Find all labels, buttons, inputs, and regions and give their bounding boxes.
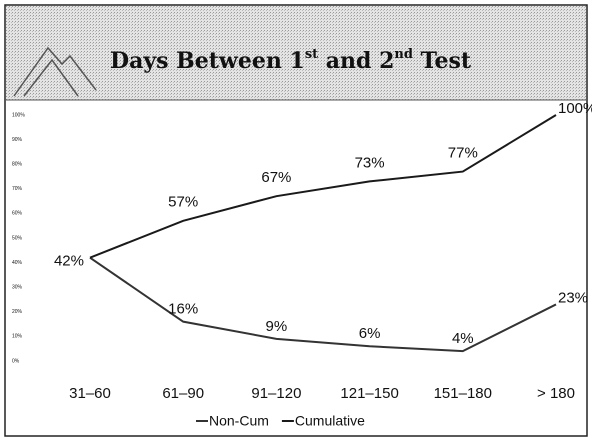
series-line bbox=[89, 256, 557, 353]
mountain-logo bbox=[13, 46, 97, 97]
y-tick-label: 80% bbox=[12, 162, 23, 168]
header-band bbox=[6, 6, 586, 100]
data-label: 57% bbox=[168, 194, 198, 211]
x-tick-label: 61–90 bbox=[162, 385, 204, 402]
y-tick-label: 20% bbox=[12, 309, 23, 315]
y-tick-label: 50% bbox=[12, 235, 23, 241]
legend-label: Cumulative bbox=[295, 413, 365, 429]
data-label: 77% bbox=[448, 145, 478, 162]
y-tick-label: 60% bbox=[12, 211, 23, 217]
data-label: 6% bbox=[359, 325, 381, 342]
x-tick-label: 121–150 bbox=[340, 385, 398, 402]
y-tick-label: 10% bbox=[12, 334, 23, 340]
chart-title: Days Between 1st and 2nd Test bbox=[110, 47, 472, 75]
y-tick-label: 0% bbox=[12, 358, 20, 364]
title-sup: st bbox=[305, 47, 318, 62]
title-part: Days Between 1 bbox=[110, 48, 305, 74]
data-label: 16% bbox=[168, 301, 198, 318]
y-tick-label: 90% bbox=[12, 137, 23, 143]
data-label: 9% bbox=[266, 318, 288, 335]
y-tick-label: 70% bbox=[12, 186, 23, 192]
data-label: 4% bbox=[452, 330, 474, 347]
x-tick-label: 151–180 bbox=[434, 385, 492, 402]
data-label: 100% bbox=[558, 100, 592, 117]
y-tick-label: 40% bbox=[12, 260, 23, 266]
title-sup: nd bbox=[394, 47, 413, 62]
series-line bbox=[89, 114, 557, 259]
legend-label: Non-Cum bbox=[209, 413, 269, 429]
data-label: 23% bbox=[558, 289, 588, 306]
data-label: 73% bbox=[355, 154, 385, 171]
data-label: 67% bbox=[261, 169, 291, 186]
x-tick-label: 91–120 bbox=[251, 385, 301, 402]
x-tick-label: 31–60 bbox=[69, 385, 111, 402]
x-tick-label: > 180 bbox=[537, 385, 575, 402]
title-part: and 2 bbox=[318, 48, 394, 74]
title-part: Test bbox=[413, 48, 472, 74]
data-label: 42% bbox=[54, 253, 84, 270]
y-tick-label: 30% bbox=[12, 285, 23, 291]
y-tick-label: 100% bbox=[12, 112, 25, 118]
